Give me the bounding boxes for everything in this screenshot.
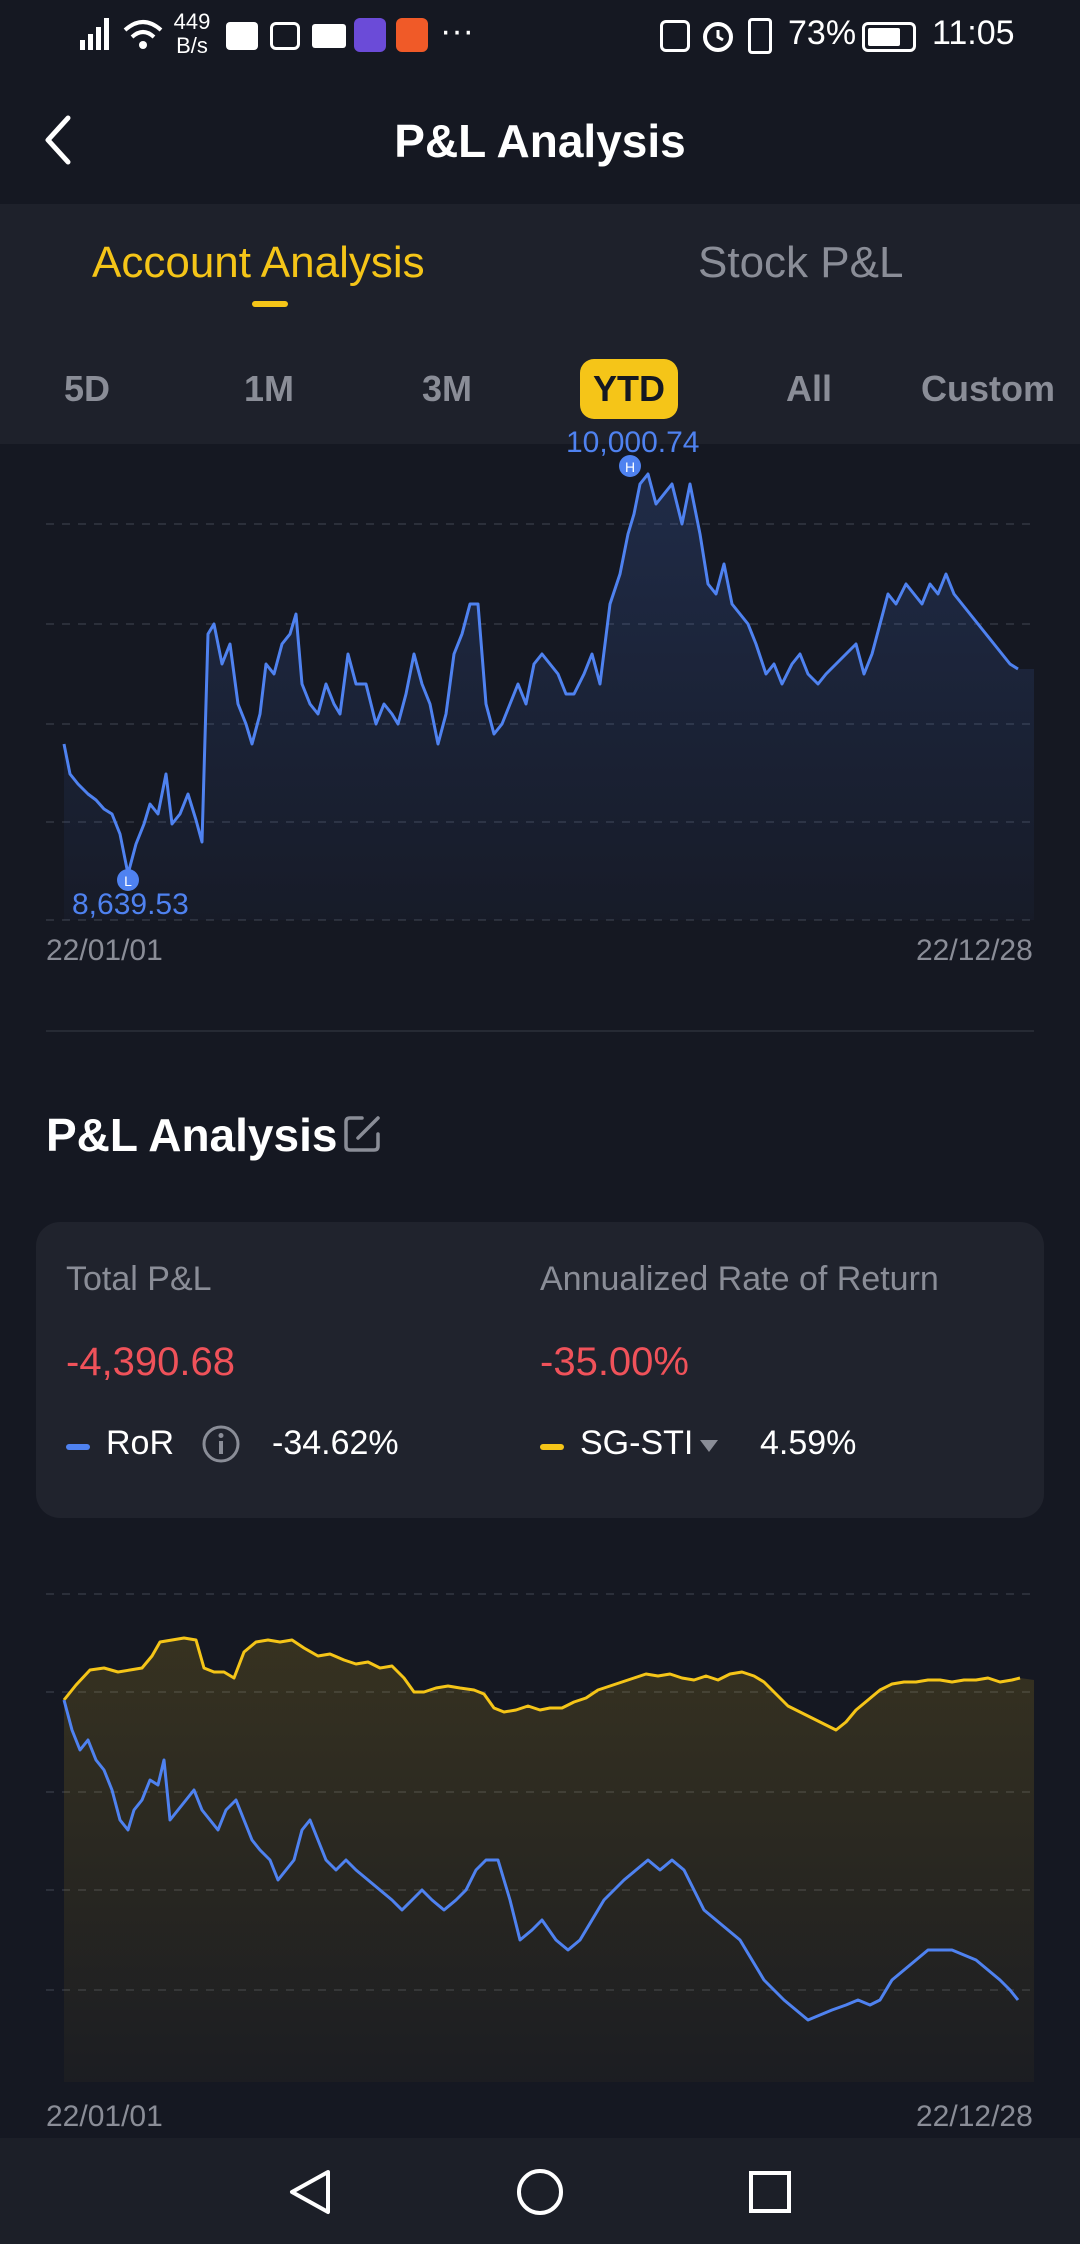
benchmark-value: 4.59% (760, 1424, 857, 1462)
period-1m[interactable]: 1M (243, 368, 294, 409)
page-title: P&L Analysis (394, 115, 686, 167)
lazada-icon (354, 18, 386, 52)
period-custom[interactable]: Custom (921, 368, 1055, 409)
battery-percent: 73% (788, 14, 857, 52)
period-ytd[interactable]: YTD (580, 359, 678, 419)
tab-stock-pl[interactable]: Stock P&L (698, 238, 904, 287)
nav-recents-icon[interactable] (748, 2170, 792, 2214)
more-notifications-icon: ··· (440, 12, 474, 50)
chart2-end-date: 22/12/28 (916, 2100, 1033, 2133)
dropdown-caret-icon[interactable] (700, 1440, 718, 1452)
ror-value: -34.62% (272, 1424, 399, 1462)
section-title: P&L Analysis (46, 1109, 338, 1161)
nav-home-icon[interactable] (516, 2168, 564, 2216)
benchmark-selector[interactable]: SG-STI (580, 1424, 694, 1462)
period-3m[interactable]: 3M (421, 368, 472, 409)
chart1-end-date: 22/12/28 (916, 934, 1033, 967)
vibrate-icon (748, 18, 772, 54)
svg-text:H: H (625, 459, 635, 475)
shopee-icon (396, 18, 428, 52)
nav-back-icon[interactable] (288, 2168, 332, 2216)
alarm-icon (703, 22, 733, 52)
chart1-start-date: 22/01/01 (46, 934, 163, 967)
nfc-icon (660, 20, 690, 52)
total-pl-value: -4,390.68 (66, 1340, 236, 1384)
header: P&L Analysis (0, 72, 1080, 204)
annualized-return-label: Annualized Rate of Return (540, 1260, 939, 1298)
wifi-icon (123, 20, 163, 49)
taobao-icon (270, 22, 300, 50)
svg-text:L: L (124, 873, 132, 889)
edit-icon[interactable] (342, 1112, 384, 1154)
system-nav-bar (0, 2138, 1080, 2244)
net-speed: 449 B/s (173, 9, 211, 58)
analysis-tabs: Account Analysis Stock P&L 5D 1M 3M YTD … (0, 204, 1080, 444)
ror-label: RoR (106, 1424, 175, 1462)
info-icon[interactable] (201, 1424, 241, 1464)
high-value-label: 10,000.74 (566, 426, 700, 459)
pl-summary-card: Total P&L Annualized Rate of Return -4,3… (36, 1222, 1044, 1518)
high-marker (619, 455, 641, 477)
mail-icon (312, 24, 346, 48)
benchmark-legend-swatch (540, 1444, 564, 1450)
ror-legend-swatch (66, 1444, 90, 1450)
active-tab-indicator (252, 301, 288, 307)
signal-icon (80, 18, 109, 50)
account-value-chart: H L 10,000.74 8,639.53 22/01/01 22/12/28 (0, 426, 1080, 984)
clock: 11:05 (932, 14, 1015, 52)
back-arrow-icon[interactable] (40, 112, 80, 168)
period-5d[interactable]: 5D (63, 368, 111, 409)
tab-account-analysis[interactable]: Account Analysis (92, 238, 425, 287)
period-all[interactable]: All (785, 368, 832, 409)
low-value-label: 8,639.53 (72, 888, 189, 921)
chart2-start-date: 22/01/01 (46, 2100, 163, 2133)
app-notification-icon (226, 22, 258, 50)
low-marker (117, 869, 139, 891)
divider (46, 1030, 1034, 1032)
annualized-return-value: -35.00% (540, 1340, 689, 1384)
return-comparison-chart: 22/01/01 22/12/28 (0, 1560, 1080, 2140)
battery-icon (862, 22, 916, 52)
total-pl-label: Total P&L (66, 1260, 212, 1298)
status-bar: 449 B/s ··· 73% 11:05 (0, 0, 1080, 72)
